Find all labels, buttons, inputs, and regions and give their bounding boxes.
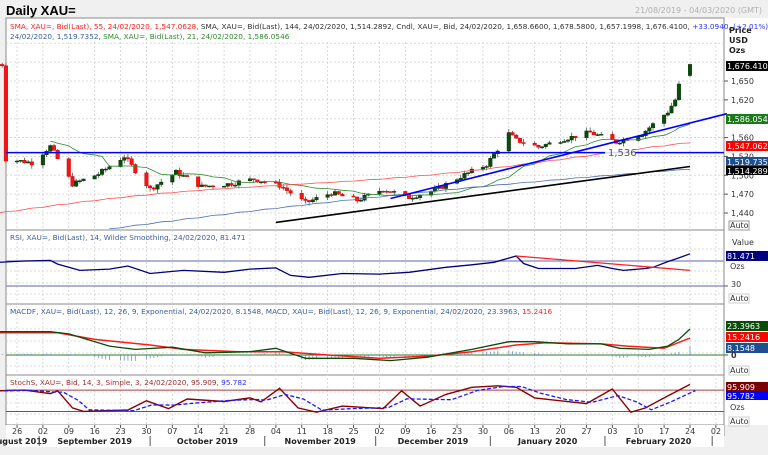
macd-legend-signal: 15.2416 bbox=[522, 307, 553, 316]
stoch-series bbox=[0, 383, 724, 414]
svg-text:16: 16 bbox=[90, 427, 100, 436]
tag-sma55: 1,547.0628 bbox=[727, 142, 768, 151]
svg-text:February 2020: February 2020 bbox=[626, 437, 692, 446]
price-auto-button[interactable] bbox=[728, 220, 750, 231]
rsi-tick-30: 30 bbox=[731, 280, 741, 289]
tag-stoch-d: 95.782 bbox=[727, 392, 755, 401]
svg-text:27: 27 bbox=[581, 427, 591, 436]
stoch-auto-label: Auto bbox=[730, 417, 749, 426]
chart-title: Daily XAU= bbox=[6, 3, 76, 18]
svg-text:November 2019: November 2019 bbox=[285, 437, 357, 446]
svg-text:30: 30 bbox=[478, 427, 488, 436]
svg-text:18: 18 bbox=[323, 427, 333, 436]
svg-text:28: 28 bbox=[245, 427, 255, 436]
axis-header-price: Price bbox=[729, 26, 752, 35]
svg-text:13: 13 bbox=[530, 427, 540, 436]
macd-series bbox=[0, 328, 724, 362]
macd-auto-label: Auto bbox=[730, 366, 749, 375]
rsi-series bbox=[0, 253, 724, 287]
price-series bbox=[0, 62, 728, 229]
macd-panel[interactable] bbox=[5, 303, 725, 376]
stoch-legend: StochS, XAU=, Bid, 14, 3, Simple, 3, 24/… bbox=[10, 378, 247, 387]
rsi-legend: RSI, XAU=, Bid(Last), 14, Wilder Smoothi… bbox=[10, 233, 246, 242]
svg-text:October 2019: October 2019 bbox=[177, 437, 238, 446]
svg-text:30: 30 bbox=[141, 427, 151, 436]
svg-text:1,620: 1,620 bbox=[731, 96, 754, 105]
svg-text:16: 16 bbox=[426, 427, 436, 436]
x-axis: 26 02 09 16 23 30 07 14 21 28 04 11 18 25 02 09 16 23 30 06… bbox=[0, 425, 724, 447]
tag-macd-signal: 15.2416 bbox=[727, 333, 760, 342]
svg-text:1,440: 1,440 bbox=[731, 209, 754, 218]
svg-text:20: 20 bbox=[556, 427, 566, 436]
svg-text:09: 09 bbox=[64, 427, 74, 436]
svg-text:14: 14 bbox=[193, 427, 203, 436]
tag-sma89: 1,519.7352 bbox=[727, 158, 768, 167]
svg-text:24: 24 bbox=[685, 427, 695, 436]
rsi-axis-unit: Ozs bbox=[730, 262, 745, 271]
price-legend-line1: SMA, XAU=, Bid(Last), 55, 24/02/2020, 1,… bbox=[10, 22, 768, 31]
price-legend-line2: 24/02/2020, 1,519.7352, SMA, XAU=, Bid(L… bbox=[10, 32, 290, 41]
tag-rsi: 81.471 bbox=[727, 252, 755, 261]
svg-text:25: 25 bbox=[349, 427, 359, 436]
tag-last-price: 1,676.4100 bbox=[727, 62, 768, 71]
svg-text:02: 02 bbox=[374, 427, 384, 436]
macd-legend: MACDF, XAU=, Bid(Last), 12, 26, 9, Expon… bbox=[10, 307, 553, 316]
svg-text:26: 26 bbox=[12, 427, 22, 436]
stoch-axis-unit: Ozs bbox=[730, 403, 745, 412]
svg-text:January 2020: January 2020 bbox=[517, 437, 578, 446]
rsi-axis-header: Value bbox=[732, 238, 754, 247]
stoch-auto-button[interactable] bbox=[728, 416, 750, 427]
tag-stoch-k: 95.909 bbox=[727, 383, 755, 392]
stoch-legend-d: 95.782 bbox=[221, 378, 247, 387]
tag-sma21: 1,586.0546 bbox=[727, 115, 768, 124]
rsi-auto-label: Auto bbox=[730, 294, 749, 303]
svg-text:23: 23 bbox=[116, 427, 126, 436]
svg-text:06: 06 bbox=[504, 427, 514, 436]
macd-tick-0: 0 bbox=[731, 351, 737, 360]
tag-macd: 23.3963 bbox=[727, 322, 760, 331]
tag-sma144: 1,514.2892 bbox=[727, 167, 768, 176]
svg-text:09: 09 bbox=[400, 427, 410, 436]
svg-text:02: 02 bbox=[711, 427, 721, 436]
tag-macd-hist: 8.1548 bbox=[727, 344, 755, 353]
svg-text:10: 10 bbox=[633, 427, 643, 436]
svg-text:1,500: 1,500 bbox=[731, 171, 754, 180]
svg-text:1,530: 1,530 bbox=[731, 152, 754, 161]
rsi-auto-button[interactable] bbox=[728, 293, 750, 304]
svg-text:1,560: 1,560 bbox=[731, 134, 754, 143]
svg-text:21: 21 bbox=[219, 427, 229, 436]
svg-text:17: 17 bbox=[659, 427, 669, 436]
macd-legend-main: MACDF, XAU=, Bid(Last), 12, 26, 9, Expon… bbox=[10, 307, 522, 316]
svg-text:23: 23 bbox=[452, 427, 462, 436]
svg-text:03: 03 bbox=[607, 427, 617, 436]
axis-header-unit: Ozs bbox=[729, 46, 745, 55]
price-auto-label: Auto bbox=[730, 221, 749, 230]
svg-text:August 2019: August 2019 bbox=[0, 437, 48, 446]
svg-text:11: 11 bbox=[297, 427, 307, 436]
support-level-label: 1,536 bbox=[608, 148, 637, 159]
svg-text:December 2019: December 2019 bbox=[398, 437, 469, 446]
svg-text:September 2019: September 2019 bbox=[57, 437, 132, 446]
svg-text:02: 02 bbox=[38, 427, 48, 436]
svg-text:04: 04 bbox=[271, 427, 281, 436]
svg-text:1,470: 1,470 bbox=[731, 190, 754, 199]
axes: 1,650 1,620 1,560 1,530 1,500 1,470 1,440 bbox=[724, 77, 754, 356]
date-range: 21/08/2019 - 04/03/2020 (GMT) bbox=[635, 6, 762, 15]
svg-text:1,650: 1,650 bbox=[731, 77, 754, 86]
svg-text:07: 07 bbox=[167, 427, 177, 436]
stoch-legend-k: StochS, XAU=, Bid, 14, 3, Simple, 3, 24/… bbox=[10, 378, 221, 387]
macd-auto-button[interactable] bbox=[728, 365, 750, 376]
stoch-panel[interactable] bbox=[5, 374, 725, 426]
axis-header-currency: USD bbox=[729, 36, 748, 45]
